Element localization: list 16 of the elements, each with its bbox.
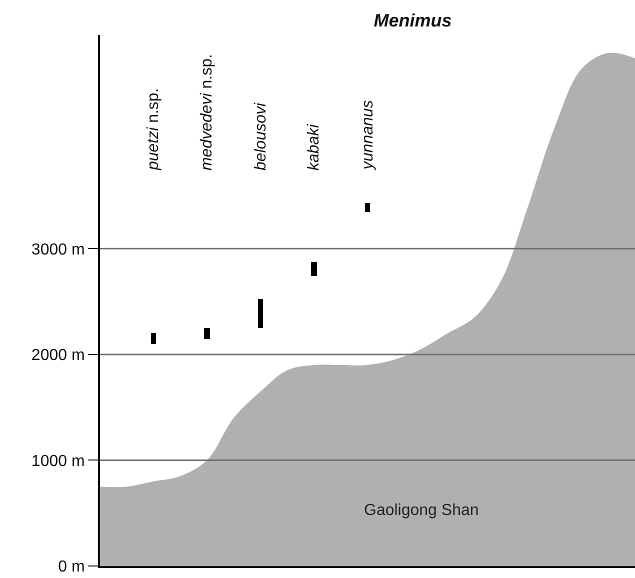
x-tick-label: puetzi n.sp. xyxy=(144,88,162,172)
x-tick-label: kabaki xyxy=(305,124,322,171)
bar xyxy=(258,299,263,328)
bar xyxy=(204,328,210,339)
bar xyxy=(365,203,370,212)
y-tick-label: 3000 m xyxy=(31,241,85,258)
y-tick-label: 0 m xyxy=(58,558,85,576)
y-tick-label: 2000 m xyxy=(31,347,85,364)
bar xyxy=(311,262,317,276)
x-tick-label: belousovi xyxy=(252,102,270,171)
series-label: Gaoligong Shan xyxy=(364,502,479,519)
x-tick-label: medvedevi n.sp. xyxy=(198,54,216,171)
bar xyxy=(151,333,156,344)
x-tick-label: yunnanus xyxy=(359,100,376,171)
y-tick-label: 1000 m xyxy=(31,452,85,470)
chart-title: Menimus xyxy=(374,10,452,31)
